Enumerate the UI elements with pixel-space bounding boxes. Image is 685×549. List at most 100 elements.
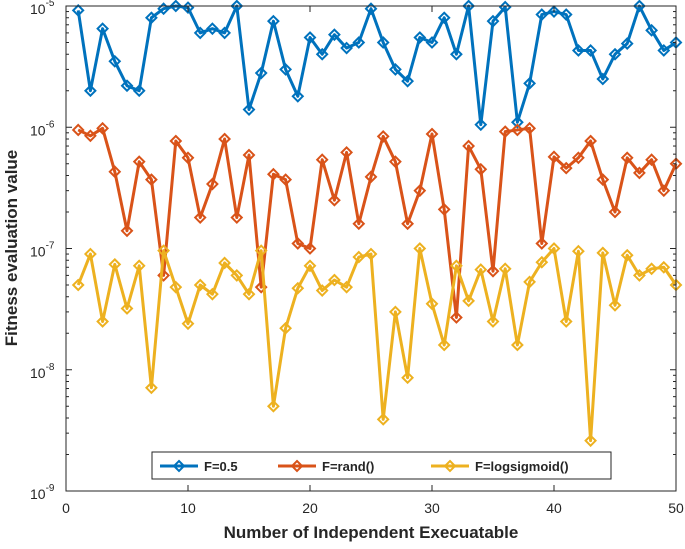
data-point [559,315,573,328]
data-point [596,246,610,260]
data-point [462,0,476,13]
legend-box [151,451,612,480]
data-point [83,247,97,261]
data-point [535,237,549,250]
data-point [486,264,500,278]
data-point [230,211,244,224]
data-point [242,103,256,116]
x-tick-label: 50 [668,500,684,516]
x-axis-label: Number of Independent Execuatable [224,523,519,542]
data-point [108,165,122,179]
data-point [315,153,329,167]
legend-item: F=0.5 [160,459,238,474]
data-point [584,134,598,148]
data-point [144,173,158,187]
series-0 [71,0,683,132]
data-point [242,148,256,162]
data-point [657,184,671,198]
data-point [632,166,646,180]
data-point [437,338,451,352]
data-point [279,62,293,76]
data-point [620,151,634,165]
data-point [71,3,85,17]
data-point [169,134,183,148]
series-1 [71,121,683,324]
data-point [352,250,366,264]
legend-item: F=rand() [278,459,374,474]
data-point [425,297,439,311]
data-point [535,255,549,269]
data-point [401,217,415,231]
data-point [596,173,610,187]
data-point [449,47,463,61]
data-point [401,371,415,385]
data-point [413,31,427,44]
data-point [303,242,317,255]
data-point [620,37,634,50]
data-point [584,434,598,448]
legend-swatch-marker [172,459,186,473]
data-point [571,244,585,258]
data-point [364,170,378,184]
data-point [620,248,634,262]
data-point [279,321,293,335]
data-point [462,294,476,308]
data-point [571,44,585,57]
data-point [193,211,207,224]
data-point [340,41,354,55]
y-tick-label: 10-8 [30,362,55,381]
series-layer [71,0,683,448]
data-point [169,0,183,13]
data-point [657,260,671,274]
ticks-layer [65,5,677,492]
data-point [523,275,537,289]
data-point [291,281,305,295]
data-point [96,315,110,328]
data-point [303,259,317,273]
data-point [462,139,476,153]
data-point [108,54,122,68]
data-point [230,268,244,282]
data-point [486,315,500,328]
data-point [413,184,427,198]
x-tick-label: 0 [62,500,70,516]
data-point [376,412,390,426]
y-tick-label: 10-6 [30,119,55,138]
data-point [327,193,341,207]
data-point [315,284,329,297]
legend-label: F=0.5 [204,459,238,474]
data-point [83,84,97,98]
data-point [413,242,427,255]
data-point [498,262,512,276]
data-point [218,132,232,146]
data-point [474,118,488,132]
x-tick-label: 10 [180,500,196,516]
data-point [266,14,280,28]
data-point [449,259,463,273]
x-tick-label: 40 [546,500,562,516]
data-point [657,44,671,57]
x-tick-labels: 0 10 20 30 40 50 [62,500,684,516]
data-point [169,280,183,294]
x-tick-label: 20 [302,500,318,516]
legend-items: F=0.5 F=rand() F=logsigmoid() [160,459,569,474]
data-point [157,244,171,258]
series-line [76,247,678,443]
legend-label: F=logsigmoid() [475,459,569,474]
data-point [340,146,354,159]
data-point [632,0,646,13]
data-point [547,242,561,255]
legend-item: F=logsigmoid() [431,459,569,474]
data-point [645,262,659,276]
y-axis-label: Fitness evaluation value [2,150,21,347]
data-point [218,26,232,40]
data-point [242,287,256,301]
data-point [205,177,219,191]
data-point [315,47,329,61]
data-point [96,22,110,36]
data-point [449,311,463,324]
data-point [559,161,573,175]
data-point [632,268,646,282]
data-point [291,237,305,250]
